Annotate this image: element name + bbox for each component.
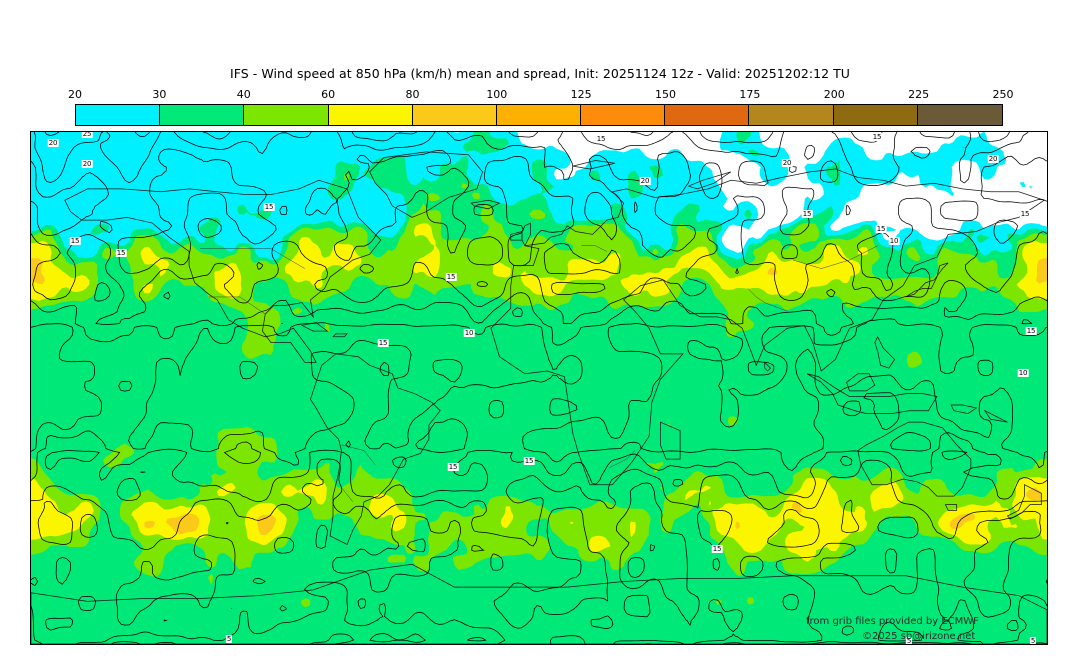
spread-contour-25 <box>627 201 656 578</box>
contour-label-15-20: 15 <box>1019 210 1031 218</box>
contour-label-15-6: 15 <box>377 339 389 347</box>
spread-contour-20 <box>31 146 1047 631</box>
colorbar-tick-150: 150 <box>655 88 677 101</box>
colorbar-band-125-150 <box>581 105 666 125</box>
colorbar-band-20-30 <box>76 105 161 125</box>
contour-label-15-16: 15 <box>871 133 883 141</box>
colorbar-band-175-200 <box>749 105 834 125</box>
colorbar-tick-30: 30 <box>152 88 167 101</box>
coastline-8 <box>31 563 1047 644</box>
coastline-7 <box>369 151 483 218</box>
colorbar: 20 30 40 60 80 100 125 150 175 200 225 250 <box>68 88 1014 126</box>
weather-map <box>31 132 1047 644</box>
colorbar-tick-100: 100 <box>486 88 508 101</box>
colorbar-band-80-100 <box>412 105 497 125</box>
map-panel[interactable]: 20 25 20 15 15 15 15 15 10 15 15 15 20 15 15 20 15 15 10 20… <box>30 131 1048 645</box>
contour-label-10-18: 10 <box>888 237 900 245</box>
contour-label-25-1: 25 <box>81 131 93 138</box>
coastline-14 <box>874 335 896 369</box>
colorbar-gradient <box>75 104 1003 126</box>
copyright-credit: ©2025 sb@irizone.net <box>862 631 976 642</box>
contour-label-20-2: 20 <box>81 160 93 168</box>
contour-label-15-13: 15 <box>711 545 723 553</box>
colorbar-tick-175: 175 <box>739 88 761 101</box>
border-line-7 <box>581 245 607 252</box>
spread-contour-5 <box>31 307 1047 472</box>
colorbar-tick-80: 80 <box>405 88 420 101</box>
contour-label-20-0: 20 <box>47 139 59 147</box>
contour-label-5-25: 5 <box>905 637 913 645</box>
border-line-5 <box>747 288 788 312</box>
contour-label-10-22: 10 <box>1017 369 1029 377</box>
colorbar-band-225-250 <box>917 105 1002 125</box>
border-line-4 <box>609 450 636 468</box>
coastline-15 <box>470 199 501 210</box>
coastline-18 <box>332 333 348 338</box>
colorbar-band-30-40 <box>160 105 245 125</box>
contour-label-5-24: 5 <box>1029 637 1037 645</box>
spread-contour-10 <box>31 132 1047 644</box>
colorbar-tick-200: 200 <box>823 88 845 101</box>
contour-label-15-17: 15 <box>875 225 887 233</box>
coastline-12 <box>806 373 938 414</box>
contour-label-15-9: 15 <box>447 463 459 471</box>
colorbar-tick-250: 250 <box>992 88 1014 101</box>
colorbar-band-60-80 <box>328 105 413 125</box>
contour-label-15-14: 15 <box>801 210 813 218</box>
contour-label-20-12: 20 <box>639 177 651 185</box>
colorbar-tick-40: 40 <box>236 88 251 101</box>
spread-contours <box>31 132 1047 644</box>
contour-label-20-19: 20 <box>987 155 999 163</box>
speed-band-60 <box>31 223 1047 562</box>
data-source-credit: from grib files provided by ECMWF <box>806 616 979 627</box>
page-title: IFS - Wind speed at 850 hPa (km/h) mean … <box>230 66 850 81</box>
spread-contour-15 <box>31 132 1047 644</box>
colorbar-tick-labels: 20 30 40 60 80 100 125 150 175 200 225 250 <box>68 88 1014 102</box>
coastline-2 <box>310 353 441 546</box>
colorbar-tick-60: 60 <box>321 88 336 101</box>
colorbar-band-100-125 <box>496 105 582 125</box>
contour-label-15-7: 15 <box>445 273 457 281</box>
contour-label-15-3: 15 <box>69 237 81 245</box>
contour-label-15-21: 15 <box>1025 327 1037 335</box>
coastline-4 <box>857 421 972 497</box>
coastline-22 <box>983 409 1008 423</box>
contour-label-5-23: 5 <box>225 635 233 643</box>
colorbar-tick-20: 20 <box>68 88 82 101</box>
contour-label-10-8: 10 <box>463 329 475 337</box>
contour-label-20-15: 20 <box>781 159 793 167</box>
colorbar-band-200-225 <box>833 105 918 125</box>
colorbar-tick-225: 225 <box>908 88 930 101</box>
coastline-16 <box>764 361 771 372</box>
contour-label-15-11: 15 <box>595 135 607 143</box>
border-line-3 <box>341 487 353 502</box>
coastline-19 <box>572 160 616 170</box>
coastline-5 <box>944 504 958 511</box>
coastline-3 <box>659 421 681 460</box>
coastline-13 <box>846 373 876 392</box>
coastline-0 <box>490 168 1046 486</box>
coastline-9 <box>905 262 949 298</box>
colorbar-band-40-60 <box>244 105 329 125</box>
contour-label-15-5: 15 <box>263 203 275 211</box>
colorbar-tick-125: 125 <box>570 88 592 101</box>
colorbar-band-150-175 <box>665 105 750 125</box>
coastline-21 <box>950 404 978 414</box>
border-line-0 <box>200 248 305 269</box>
contour-label-15-10: 15 <box>523 457 535 465</box>
border-line-1 <box>208 296 266 315</box>
contour-label-15-4: 15 <box>115 249 127 257</box>
